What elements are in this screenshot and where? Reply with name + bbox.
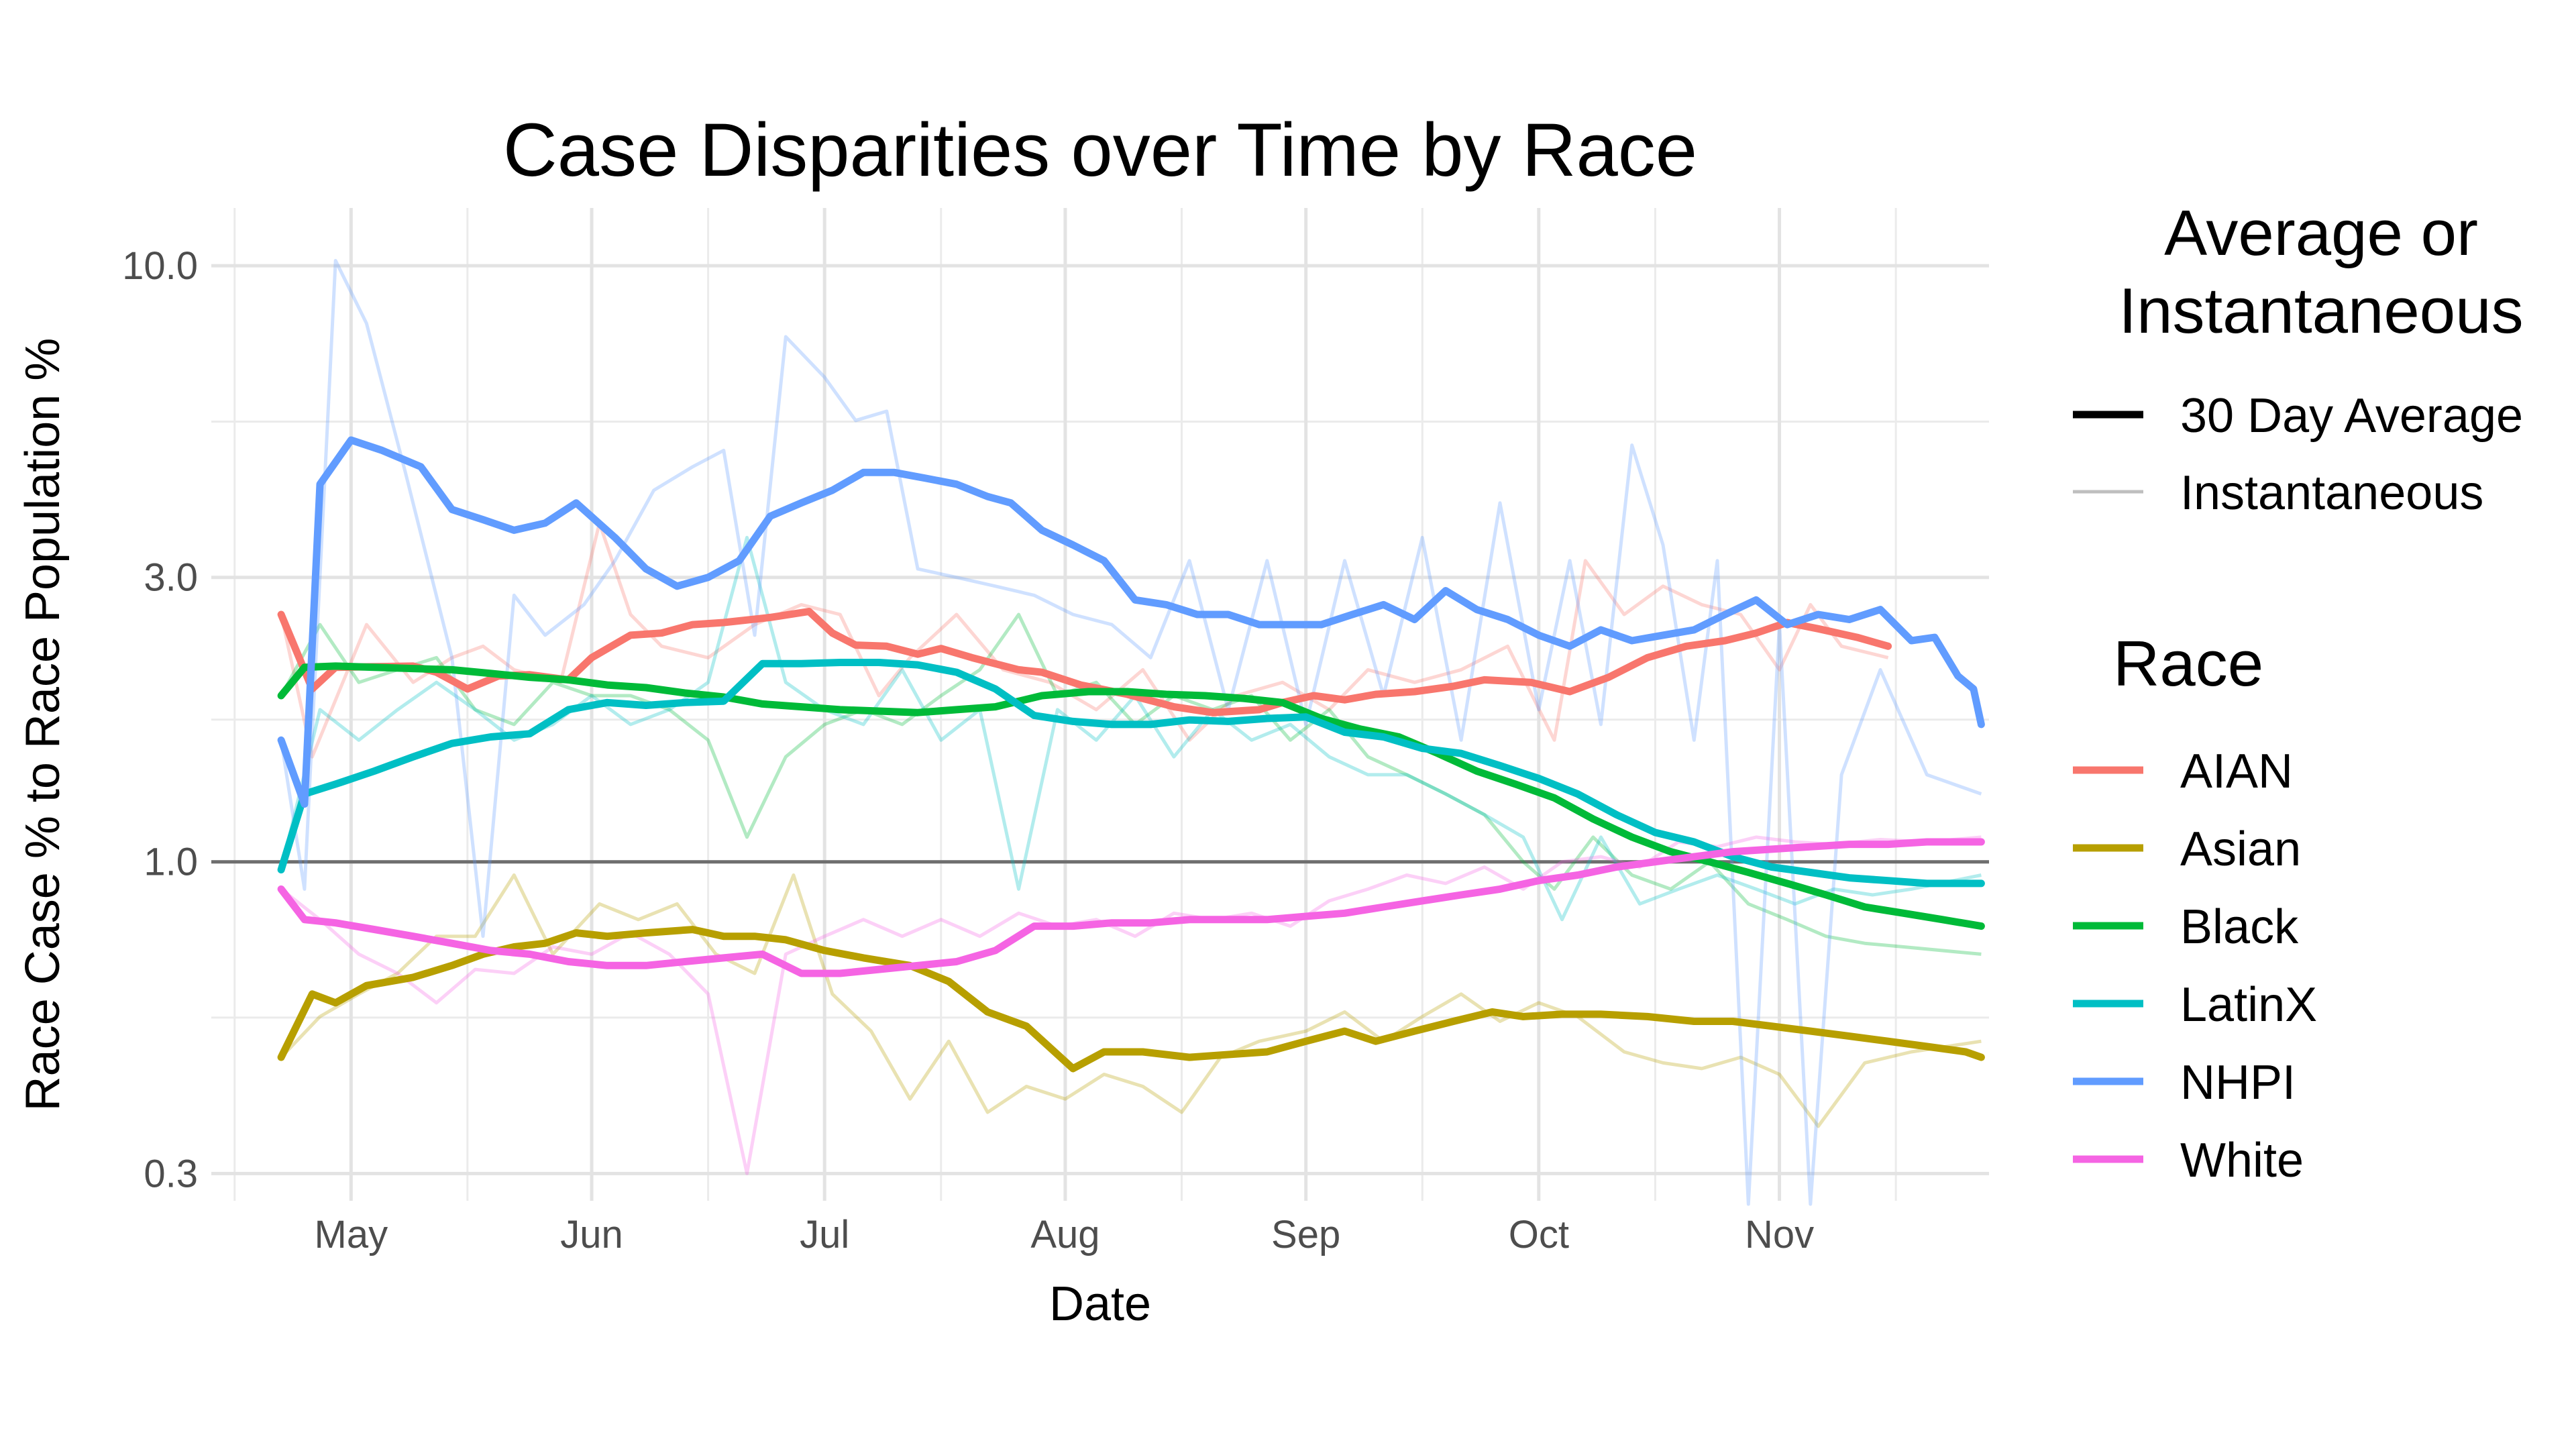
series-instantaneous-latinx (279, 535, 1982, 922)
legend-race: Race AIAN Asian Black LatinX NHPI White (2073, 628, 2317, 1187)
gridlines (211, 208, 1989, 1201)
y-tick-label-3: 10.0 (122, 244, 198, 288)
x-tick-label-1: Jun (560, 1213, 623, 1256)
series-instantaneous-nhpi (279, 259, 1982, 1206)
series-average-nhpi (277, 436, 1985, 808)
series-average-latinx (277, 659, 1985, 888)
legend-average-or-instantaneous: Average or Instantaneous 30 Day Average … (2073, 197, 2524, 520)
series-instantaneous-white (280, 835, 1982, 1175)
x-tick-label-0: May (315, 1213, 388, 1256)
legend-label-nhpi: NHPI (2180, 1056, 2296, 1110)
y-axis-title: Race Case % to Race Population % (16, 338, 70, 1112)
x-tick-label-2: Jul (800, 1213, 849, 1256)
chart-title: Case Disparities over Time by Race (503, 108, 1697, 192)
legend-label-black: Black (2180, 900, 2299, 954)
y-tick-label-0: 0.3 (144, 1152, 198, 1195)
x-tick-label-5: Oct (1509, 1213, 1569, 1256)
legend-type-title-line-2: Instantaneous (2118, 275, 2523, 347)
x-axis-title: Date (1049, 1277, 1151, 1331)
x-axis-ticks: May Jun Jul Aug Sep Oct Nov (315, 1213, 1815, 1256)
y-axis-ticks: 0.3 1.0 3.0 10.0 (122, 244, 198, 1195)
legend-type-title-line-1: Average or (2164, 197, 2478, 269)
legend-race-title: Race (2113, 628, 2263, 700)
legend-label-white: White (2180, 1134, 2304, 1187)
average-lines (277, 436, 1985, 1073)
x-tick-label-3: Aug (1030, 1213, 1099, 1256)
x-tick-label-4: Sep (1271, 1213, 1340, 1256)
legend-label-average: 30 Day Average (2180, 389, 2523, 443)
y-tick-label-2: 3.0 (144, 556, 198, 600)
series-average-white (277, 838, 1985, 977)
legend-label-latinx: LatinX (2180, 978, 2317, 1032)
x-tick-label-6: Nov (1745, 1213, 1814, 1256)
series-instantaneous-asian (280, 873, 1982, 1128)
series-average-asian (277, 926, 1985, 1073)
y-tick-label-1: 1.0 (144, 841, 198, 884)
legend-label-aian: AIAN (2180, 745, 2293, 798)
series-instantaneous-black (279, 612, 1982, 956)
legend-label-instantaneous: Instantaneous (2180, 466, 2483, 520)
legend-label-asian: Asian (2180, 822, 2301, 876)
